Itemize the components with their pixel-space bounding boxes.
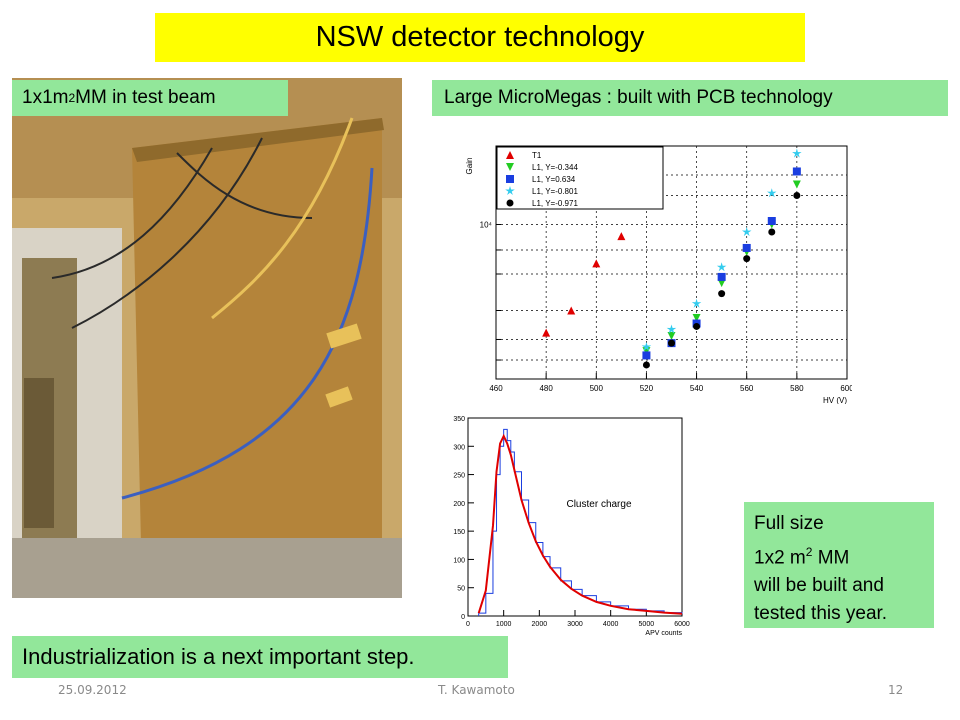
legend: T1 L1, Y=-0.344 L1, Y=0.634 L1, Y=-0.801 L1,… [496,146,664,210]
data-point [718,290,726,298]
hist-y-tick-label: 100 [453,557,465,564]
data-point [617,232,626,241]
legend-entry: L1, Y=-0.801 [532,187,578,196]
data-point [668,339,675,347]
gain-vs-hv-chart: 460 480 500 520 540 560 580 600 10⁴ HV (V) Gain T1 L… [465,145,852,404]
data-point [641,342,652,351]
hist-y-tick-label: 50 [457,586,465,593]
hist-y-tick-label: 300 [453,444,465,451]
legend-entry: T1 [532,151,542,160]
legend-marker [506,175,514,183]
hist-x-axis-label: APV counts [645,630,682,636]
hist-y-tick-label: 350 [453,416,465,423]
test-beam-label: 1x1m 2 MM in test beam [12,80,288,116]
data-point [743,255,751,263]
hist-x-tick-label: 5000 [639,621,655,628]
hist-y-tick-label: 250 [453,473,465,480]
hist-frame [467,417,683,617]
data-point [717,272,726,281]
legend-marker [506,151,514,159]
full-size-note: Full size 1x2 m2 MM will be built and te… [744,502,934,628]
histogram-line [478,428,683,616]
hist-x-tick-label: 6000 [674,621,690,628]
x-tick-label: 580 [790,384,804,393]
legend-entry: L1, Y=-0.344 [532,163,578,172]
x-tick-label: 500 [590,384,604,393]
x-tick-label: 560 [740,384,754,393]
y-axis-label: Gain [465,158,474,175]
cluster-charge-chart: 0 1000 2000 3000 4000 5000 6000 0 50 100 150 200 250… [453,416,690,636]
data-point [592,259,601,268]
hist-title: Cluster charge [566,499,631,510]
data-point [792,180,801,189]
legend-marker [505,186,515,195]
data-point [793,192,801,200]
y-tick-label: 10⁴ [480,220,493,229]
data-point [767,188,777,198]
data-point [716,262,727,272]
fit-curve [477,433,683,615]
data-point [693,322,701,330]
hist-x-tick-label: 0 [466,621,470,628]
data-point [667,331,676,340]
data-point [666,324,677,334]
detector-photo [12,78,402,598]
hist-y-tick-label: 0 [461,614,465,621]
data-point [742,243,751,252]
footer-page-number: 12 [888,683,904,697]
data-point [642,351,651,360]
x-tick-label: 600 [840,384,852,393]
hist-x-tick-label: 1000 [496,621,512,628]
legend-marker [506,163,514,171]
data-point [692,314,701,323]
footer-author: T. Kawamoto [438,683,515,697]
legend-entry: L1, Y=-0.971 [532,199,578,208]
slide-title: NSW detector technology [155,13,805,62]
industrialization-note: Industrialization is a next important st… [12,636,508,678]
data-point [792,148,802,158]
hist-x-tick-label: 3000 [567,621,583,628]
data-point [768,228,776,236]
x-tick-label: 480 [539,384,553,393]
hist-y-tick-label: 200 [453,501,465,508]
data-point [691,298,702,308]
data-point [742,227,752,237]
hist-y-tick-label: 150 [453,529,465,536]
legend-entry: L1, Y=0.634 [532,175,576,184]
data-point [792,167,801,176]
data-point [542,328,551,337]
x-tick-label: 460 [489,384,503,393]
x-tick-label: 520 [640,384,654,393]
footer-date: 25.09.2012 [58,683,127,697]
full-size-dimensions: 1x2 m2 MM [754,545,850,569]
data-point [717,279,726,288]
x-tick-label: 540 [690,384,704,393]
legend-marker [506,199,514,207]
data-point [642,361,650,369]
data-point [767,217,776,226]
hist-x-tick-label: 4000 [603,621,619,628]
large-micromegas-label: Large MicroMegas : built with PCB techno… [432,80,948,116]
x-axis-label: HV (V) [823,396,847,404]
legend-box [496,146,664,210]
data-point [567,306,576,315]
hist-x-tick-label: 2000 [532,621,548,628]
